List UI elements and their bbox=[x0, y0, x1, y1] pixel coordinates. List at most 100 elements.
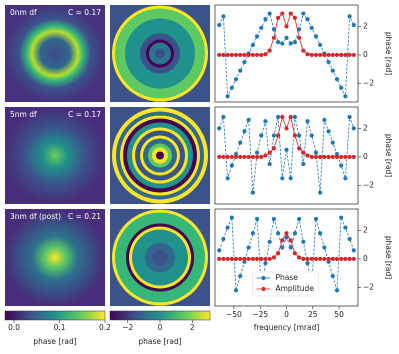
data-point bbox=[305, 153, 310, 158]
data-point bbox=[318, 42, 323, 48]
data-point bbox=[288, 176, 293, 181]
data-point bbox=[284, 235, 289, 240]
data-point bbox=[301, 161, 306, 167]
x-tick-label: 25 bbox=[308, 310, 318, 319]
legend-marker bbox=[261, 286, 266, 292]
data-point bbox=[301, 239, 306, 244]
y-axis-label: phase [rad] bbox=[384, 32, 393, 75]
data-point bbox=[250, 256, 255, 262]
data-point bbox=[297, 35, 302, 40]
data-point bbox=[305, 256, 310, 262]
data-point bbox=[275, 251, 281, 256]
image-label: 3nm df (post) bbox=[10, 212, 61, 221]
data-point bbox=[263, 153, 268, 158]
data-point bbox=[318, 256, 323, 262]
data-point bbox=[254, 34, 260, 39]
data-point bbox=[322, 154, 327, 160]
colorbar bbox=[4, 310, 106, 321]
data-point bbox=[250, 42, 255, 48]
data-point bbox=[326, 59, 331, 65]
amplitude-image bbox=[5, 209, 105, 306]
data-point bbox=[318, 190, 323, 195]
data-point bbox=[246, 117, 251, 122]
data-point bbox=[267, 161, 272, 167]
colorbar-label: phase [rad] bbox=[138, 337, 181, 346]
data-point bbox=[267, 11, 272, 16]
x-tick-label: −25 bbox=[252, 310, 268, 319]
data-point bbox=[217, 52, 222, 58]
data-point bbox=[242, 59, 247, 65]
phase-ring bbox=[155, 48, 165, 59]
data-point bbox=[271, 27, 276, 32]
data-point bbox=[343, 225, 348, 230]
amplitude-image bbox=[5, 5, 105, 102]
data-point bbox=[351, 248, 356, 253]
data-point bbox=[351, 126, 356, 131]
data-point bbox=[309, 25, 314, 30]
data-point bbox=[254, 154, 260, 160]
y-tick-label: 0 bbox=[363, 50, 368, 59]
data-point bbox=[229, 52, 234, 58]
data-point bbox=[225, 256, 230, 262]
data-point bbox=[288, 41, 293, 46]
data-point bbox=[250, 52, 255, 58]
data-point bbox=[225, 154, 230, 160]
data-point bbox=[305, 119, 310, 124]
data-point bbox=[292, 231, 298, 236]
data-point bbox=[233, 256, 239, 262]
data-point bbox=[326, 129, 331, 134]
data-point bbox=[309, 133, 314, 138]
data-point bbox=[254, 216, 260, 222]
data-point bbox=[280, 114, 285, 120]
data-point bbox=[280, 176, 285, 181]
colorbar-label: phase [rad] bbox=[33, 337, 76, 346]
x-axis-label: frequency [mrad] bbox=[254, 323, 320, 332]
data-point bbox=[250, 154, 255, 160]
data-point bbox=[217, 22, 222, 28]
data-point bbox=[330, 273, 335, 279]
data-point bbox=[242, 256, 247, 262]
data-point bbox=[221, 256, 226, 262]
data-point bbox=[326, 52, 331, 58]
data-point bbox=[305, 261, 310, 266]
data-point bbox=[343, 94, 348, 99]
y-axis-label: phase [rad] bbox=[384, 134, 393, 177]
data-point bbox=[339, 154, 344, 160]
x-tick-label: −50 bbox=[226, 310, 242, 319]
data-point bbox=[313, 34, 319, 39]
y-tick-label: 2 bbox=[363, 123, 368, 132]
data-point bbox=[233, 77, 239, 82]
data-point bbox=[309, 256, 314, 262]
data-point bbox=[322, 245, 327, 250]
data-point bbox=[334, 288, 340, 293]
amplitude-image bbox=[5, 107, 105, 204]
data-point bbox=[339, 215, 344, 220]
data-point bbox=[280, 41, 285, 46]
data-point bbox=[322, 117, 327, 122]
data-point bbox=[326, 154, 331, 160]
x-tick-label: 0 bbox=[284, 310, 289, 319]
data-point bbox=[347, 52, 352, 58]
data-point bbox=[242, 154, 247, 160]
data-point bbox=[351, 154, 356, 160]
data-point bbox=[221, 236, 226, 242]
data-point bbox=[330, 256, 335, 262]
data-point bbox=[313, 256, 319, 262]
colorbar-tick-label: 0.0 bbox=[8, 323, 20, 332]
data-point bbox=[288, 11, 293, 16]
data-point bbox=[275, 114, 281, 120]
data-point bbox=[246, 256, 251, 262]
data-point bbox=[259, 256, 264, 262]
data-point bbox=[313, 154, 319, 160]
data-point bbox=[305, 17, 310, 22]
data-point bbox=[246, 154, 251, 160]
data-point bbox=[292, 15, 298, 20]
data-point bbox=[217, 126, 222, 131]
data-point bbox=[225, 225, 230, 230]
data-point bbox=[347, 154, 352, 160]
data-point bbox=[339, 256, 344, 262]
data-point bbox=[271, 35, 276, 40]
data-point bbox=[347, 236, 352, 242]
data-point bbox=[238, 273, 243, 279]
data-point bbox=[233, 154, 239, 160]
